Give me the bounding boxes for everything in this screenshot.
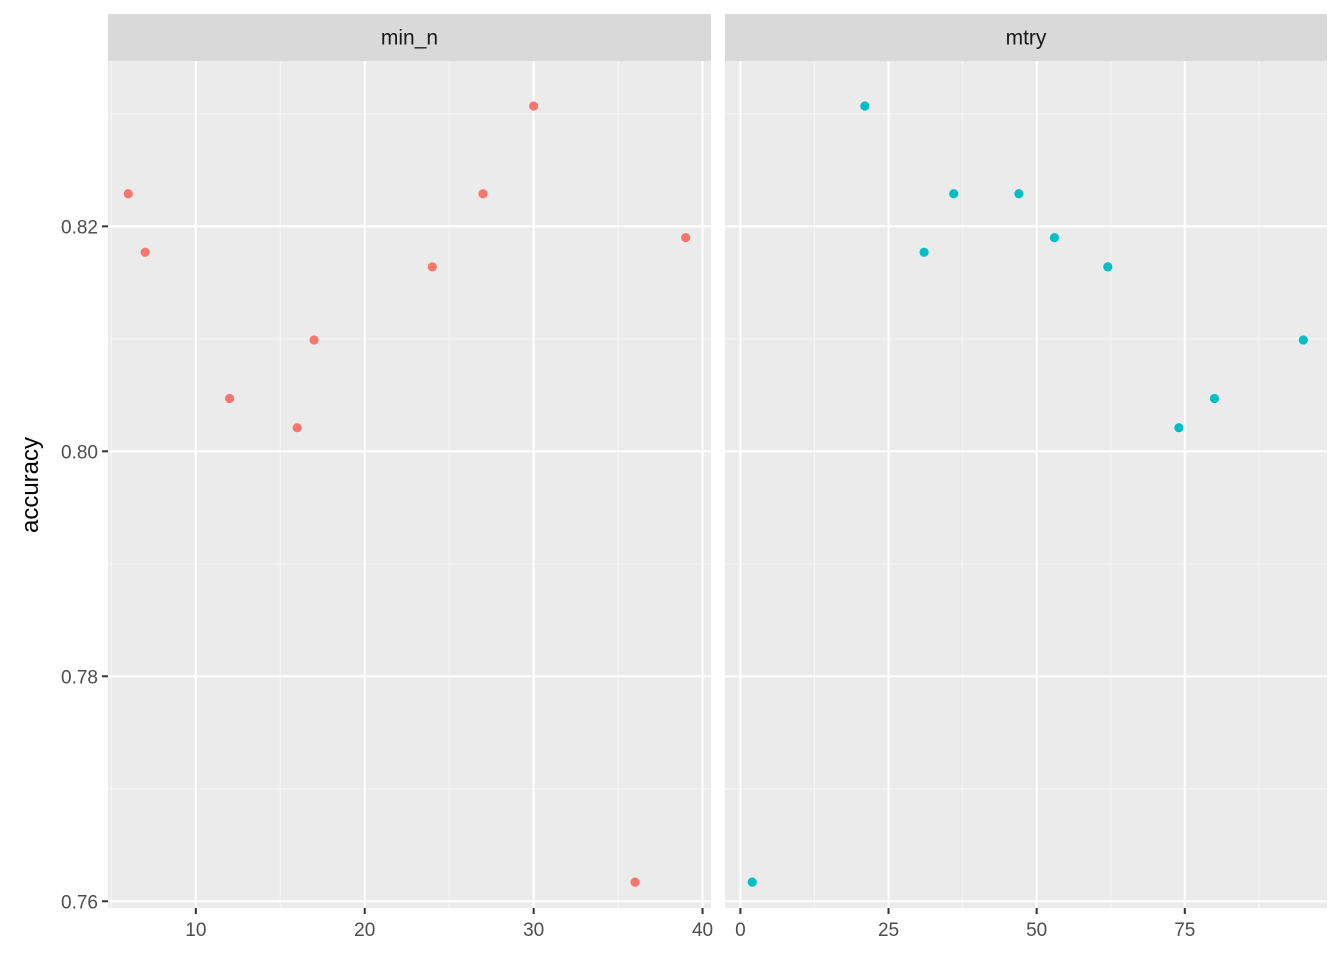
- y-axis-title: accuracy: [17, 437, 44, 533]
- x-tick-label: 30: [523, 920, 544, 941]
- x-tick-label: 25: [878, 920, 899, 941]
- panel-min-n: min_n 10 20 30 40: [108, 14, 713, 941]
- data-point: [225, 393, 235, 404]
- y-tick-label: 0.82: [61, 217, 98, 238]
- x-tick-label: 20: [354, 920, 375, 941]
- data-point: [309, 335, 319, 345]
- data-point: [747, 877, 757, 887]
- x-tick-label: 50: [1026, 920, 1047, 941]
- data-point: [919, 247, 929, 257]
- data-point: [681, 232, 691, 243]
- data-point: [630, 877, 640, 887]
- data-point: [529, 101, 539, 111]
- data-point: [1209, 393, 1220, 404]
- data-point: [478, 189, 488, 199]
- y-tick-label: 0.78: [61, 667, 98, 688]
- data-point: [1103, 262, 1113, 272]
- y-tick-label: 0.80: [61, 442, 98, 463]
- data-point: [1174, 423, 1184, 433]
- facet-strip-label: mtry: [1006, 27, 1047, 50]
- x-tick-label: 40: [692, 920, 713, 941]
- data-point: [949, 189, 959, 199]
- data-point: [1014, 189, 1024, 199]
- x-tick-label: 10: [185, 920, 206, 941]
- facet-strip: [725, 14, 1327, 61]
- data-point: [1298, 335, 1308, 345]
- y-axis: 0.76 0.78 0.80 0.82: [61, 217, 108, 913]
- data-point: [1049, 232, 1060, 243]
- panels-layer: min_n 10 20 30 40 mtry 0 25 50 75: [108, 14, 1327, 941]
- panel-background: [725, 61, 1327, 908]
- data-point: [140, 247, 150, 257]
- data-point: [860, 101, 870, 111]
- data-point: [292, 423, 302, 433]
- panel-background: [108, 61, 711, 908]
- y-tick-label: 0.76: [61, 892, 98, 913]
- panel-mtry: mtry 0 25 50 75: [725, 14, 1327, 941]
- data-point: [427, 262, 437, 272]
- x-tick-label: 75: [1174, 920, 1195, 941]
- facet-strip-label: min_n: [381, 27, 438, 50]
- data-point: [123, 189, 133, 199]
- facet-strip: [108, 14, 711, 61]
- x-tick-label: 0: [735, 920, 746, 941]
